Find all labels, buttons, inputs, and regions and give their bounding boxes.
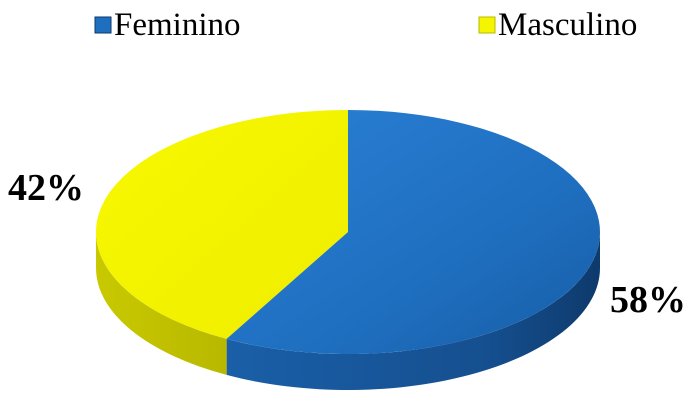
legend-swatch-masculino [478,16,496,34]
legend-item-feminino: Feminino [94,7,241,43]
pie-side-feminino [226,232,600,391]
legend: Feminino Masculino [94,7,637,43]
legend-label-masculino: Masculino [498,7,637,43]
pie-side-masculino [96,232,227,375]
data-label-feminino: 58% [610,279,686,321]
legend-item-masculino: Masculino [478,7,637,43]
pie [95,110,600,391]
legend-swatch-feminino [94,16,112,34]
pie-slice-masculino [95,110,348,339]
legend-label-feminino: Feminino [114,7,241,43]
pie-slice-feminino [226,110,600,355]
data-label-masculino: 42% [8,167,84,209]
